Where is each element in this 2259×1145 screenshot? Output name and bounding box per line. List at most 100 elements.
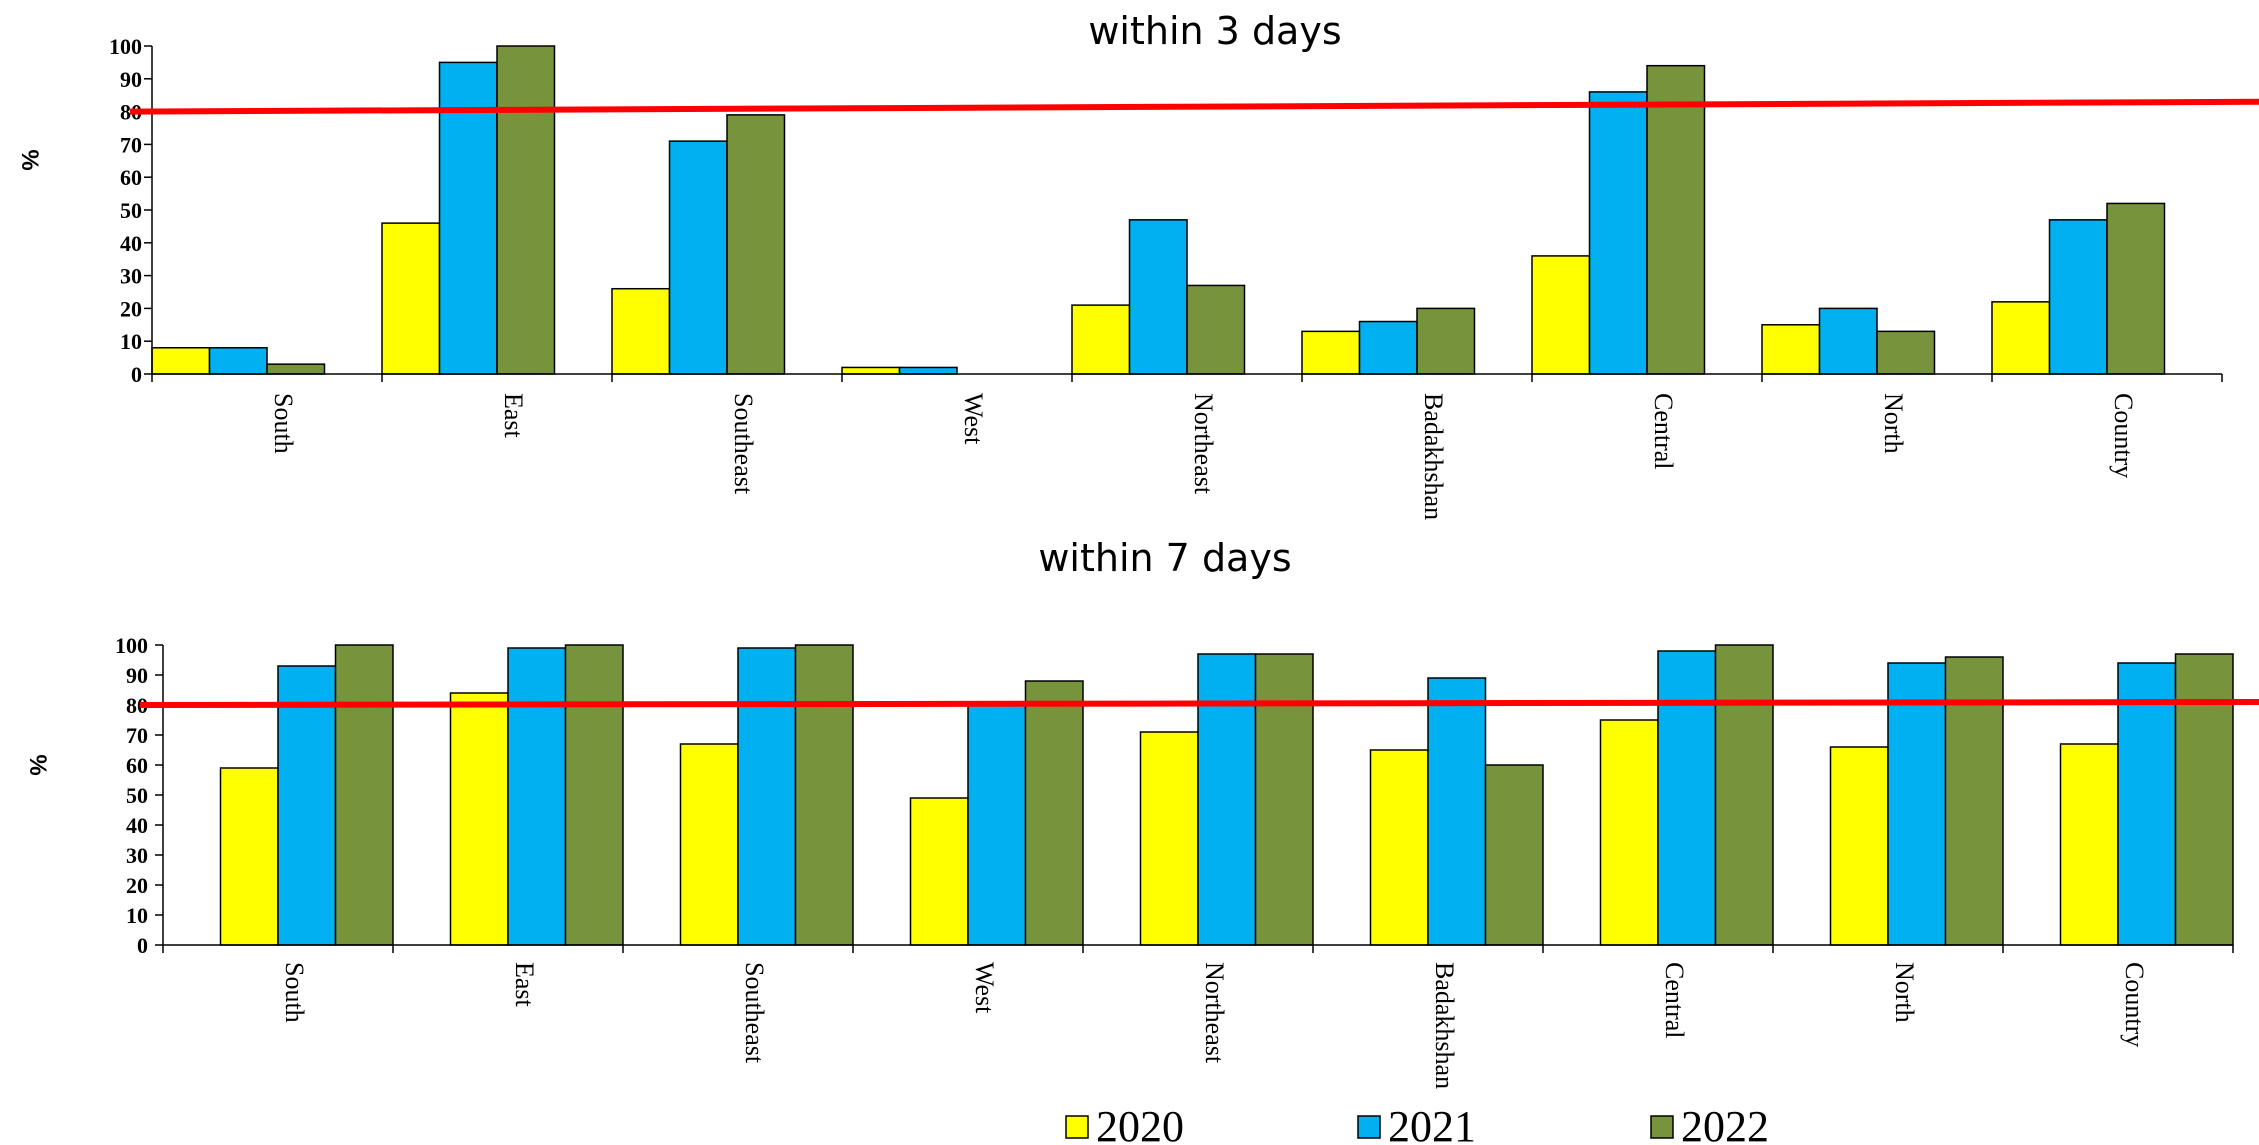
bar	[266, 363, 326, 375]
target-line	[139, 699, 2259, 708]
bar	[1197, 653, 1257, 946]
bar	[1484, 764, 1544, 946]
bar	[277, 665, 337, 946]
y-tick-label: 10	[120, 329, 142, 354]
y-tick-label: 80	[126, 693, 148, 718]
bar	[1761, 324, 1821, 375]
bar	[611, 287, 671, 375]
bars	[219, 644, 2234, 946]
legend-label: 2021	[1388, 1102, 1476, 1145]
bar	[1818, 307, 1878, 375]
bar	[496, 45, 556, 375]
legend-label: 2020	[1096, 1102, 1184, 1145]
bar	[1071, 304, 1131, 375]
bar	[1358, 320, 1418, 375]
x-tick-label: Badakhshan	[1430, 962, 1459, 1089]
bar	[507, 647, 567, 946]
x-tick-label: Country	[2109, 393, 2138, 478]
y-tick-label: 30	[126, 843, 148, 868]
bar	[564, 644, 624, 946]
x-tick-label: South	[269, 393, 298, 454]
bar	[1991, 301, 2051, 375]
bar	[1829, 746, 1889, 946]
legend-swatch	[1650, 1115, 1674, 1139]
y-tick-label: 0	[137, 933, 148, 958]
y-tick-label: 30	[120, 264, 142, 289]
x-tick-label: East	[499, 393, 528, 439]
bar	[1301, 330, 1361, 375]
x-axis-ticks: South East Southeast West Northeast Badakhsha…	[269, 393, 2138, 520]
y-tick-label: 70	[120, 132, 142, 157]
y-tick-label: 20	[126, 873, 148, 898]
y-tick-label: 0	[131, 362, 142, 387]
bar	[1186, 284, 1246, 375]
bar	[1876, 330, 1936, 375]
x-tick-label: Southeast	[729, 393, 758, 495]
x-tick-label: Northeast	[1189, 393, 1218, 495]
bar	[737, 647, 797, 946]
bar	[794, 644, 854, 946]
bar	[909, 797, 969, 946]
x-tick-label: South	[280, 962, 309, 1023]
bar	[726, 114, 786, 375]
bar	[334, 644, 394, 946]
x-tick-label: Southeast	[740, 962, 769, 1064]
y-tick-label: 100	[115, 633, 148, 658]
y-axis-label: %	[24, 754, 51, 775]
y-tick-label: 60	[120, 165, 142, 190]
bar	[1369, 749, 1429, 946]
y-tick-label: 10	[126, 903, 148, 928]
legend-label: 2022	[1681, 1102, 1769, 1145]
bar	[151, 347, 211, 375]
y-tick-label: 60	[126, 753, 148, 778]
y-tick-label: 90	[126, 663, 148, 688]
x-tick-label: East	[510, 962, 539, 1008]
y-tick-label: 20	[120, 296, 142, 321]
bar	[2174, 653, 2234, 946]
bar	[1588, 91, 1648, 375]
bar	[1024, 680, 1084, 946]
legend-swatch	[1065, 1115, 1089, 1139]
bar	[219, 767, 279, 946]
chart-title: within 7 days	[1038, 536, 1291, 580]
legend-swatch	[1357, 1115, 1381, 1139]
y-tick-label: 40	[120, 231, 142, 256]
bar	[1657, 650, 1717, 946]
x-tick-label: Central	[1660, 962, 1689, 1039]
bar	[208, 347, 268, 375]
bar	[1139, 731, 1199, 946]
x-tick-label: North	[1879, 393, 1908, 454]
y-tick-label: 90	[120, 67, 142, 92]
bar	[1128, 219, 1188, 375]
x-tick-label: Country	[2120, 962, 2149, 1047]
bar	[2048, 219, 2108, 375]
bar	[1887, 662, 1947, 946]
y-axis-label: %	[16, 149, 43, 170]
chart-within-7-days: within 7 days % 0 10 20 30 40 50 60 70 80 90 100 S…	[24, 536, 2259, 1089]
chart-title: within 3 days	[1088, 9, 1341, 53]
x-tick-label: Central	[1649, 393, 1678, 470]
bar	[449, 692, 509, 946]
x-tick-label: West	[959, 393, 988, 445]
bar	[668, 140, 728, 375]
y-tick-label: 50	[126, 783, 148, 808]
bar	[1714, 644, 1774, 946]
bar	[2106, 202, 2166, 375]
x-tick-label: North	[1890, 962, 1919, 1023]
bar	[967, 701, 1027, 946]
bar	[1416, 307, 1476, 375]
x-tick-label: Badakhshan	[1419, 393, 1448, 520]
x-axis-ticks: South East Southeast West Northeast Badakhsha…	[280, 962, 2149, 1089]
bar	[1531, 255, 1591, 375]
bar	[1427, 677, 1487, 946]
legend: 2020 2021 2022	[1065, 1102, 1769, 1145]
bar	[2059, 743, 2119, 946]
y-tick-label: 100	[109, 34, 142, 59]
bar	[1646, 64, 1706, 375]
bar	[898, 366, 958, 375]
bar	[1254, 653, 1314, 946]
